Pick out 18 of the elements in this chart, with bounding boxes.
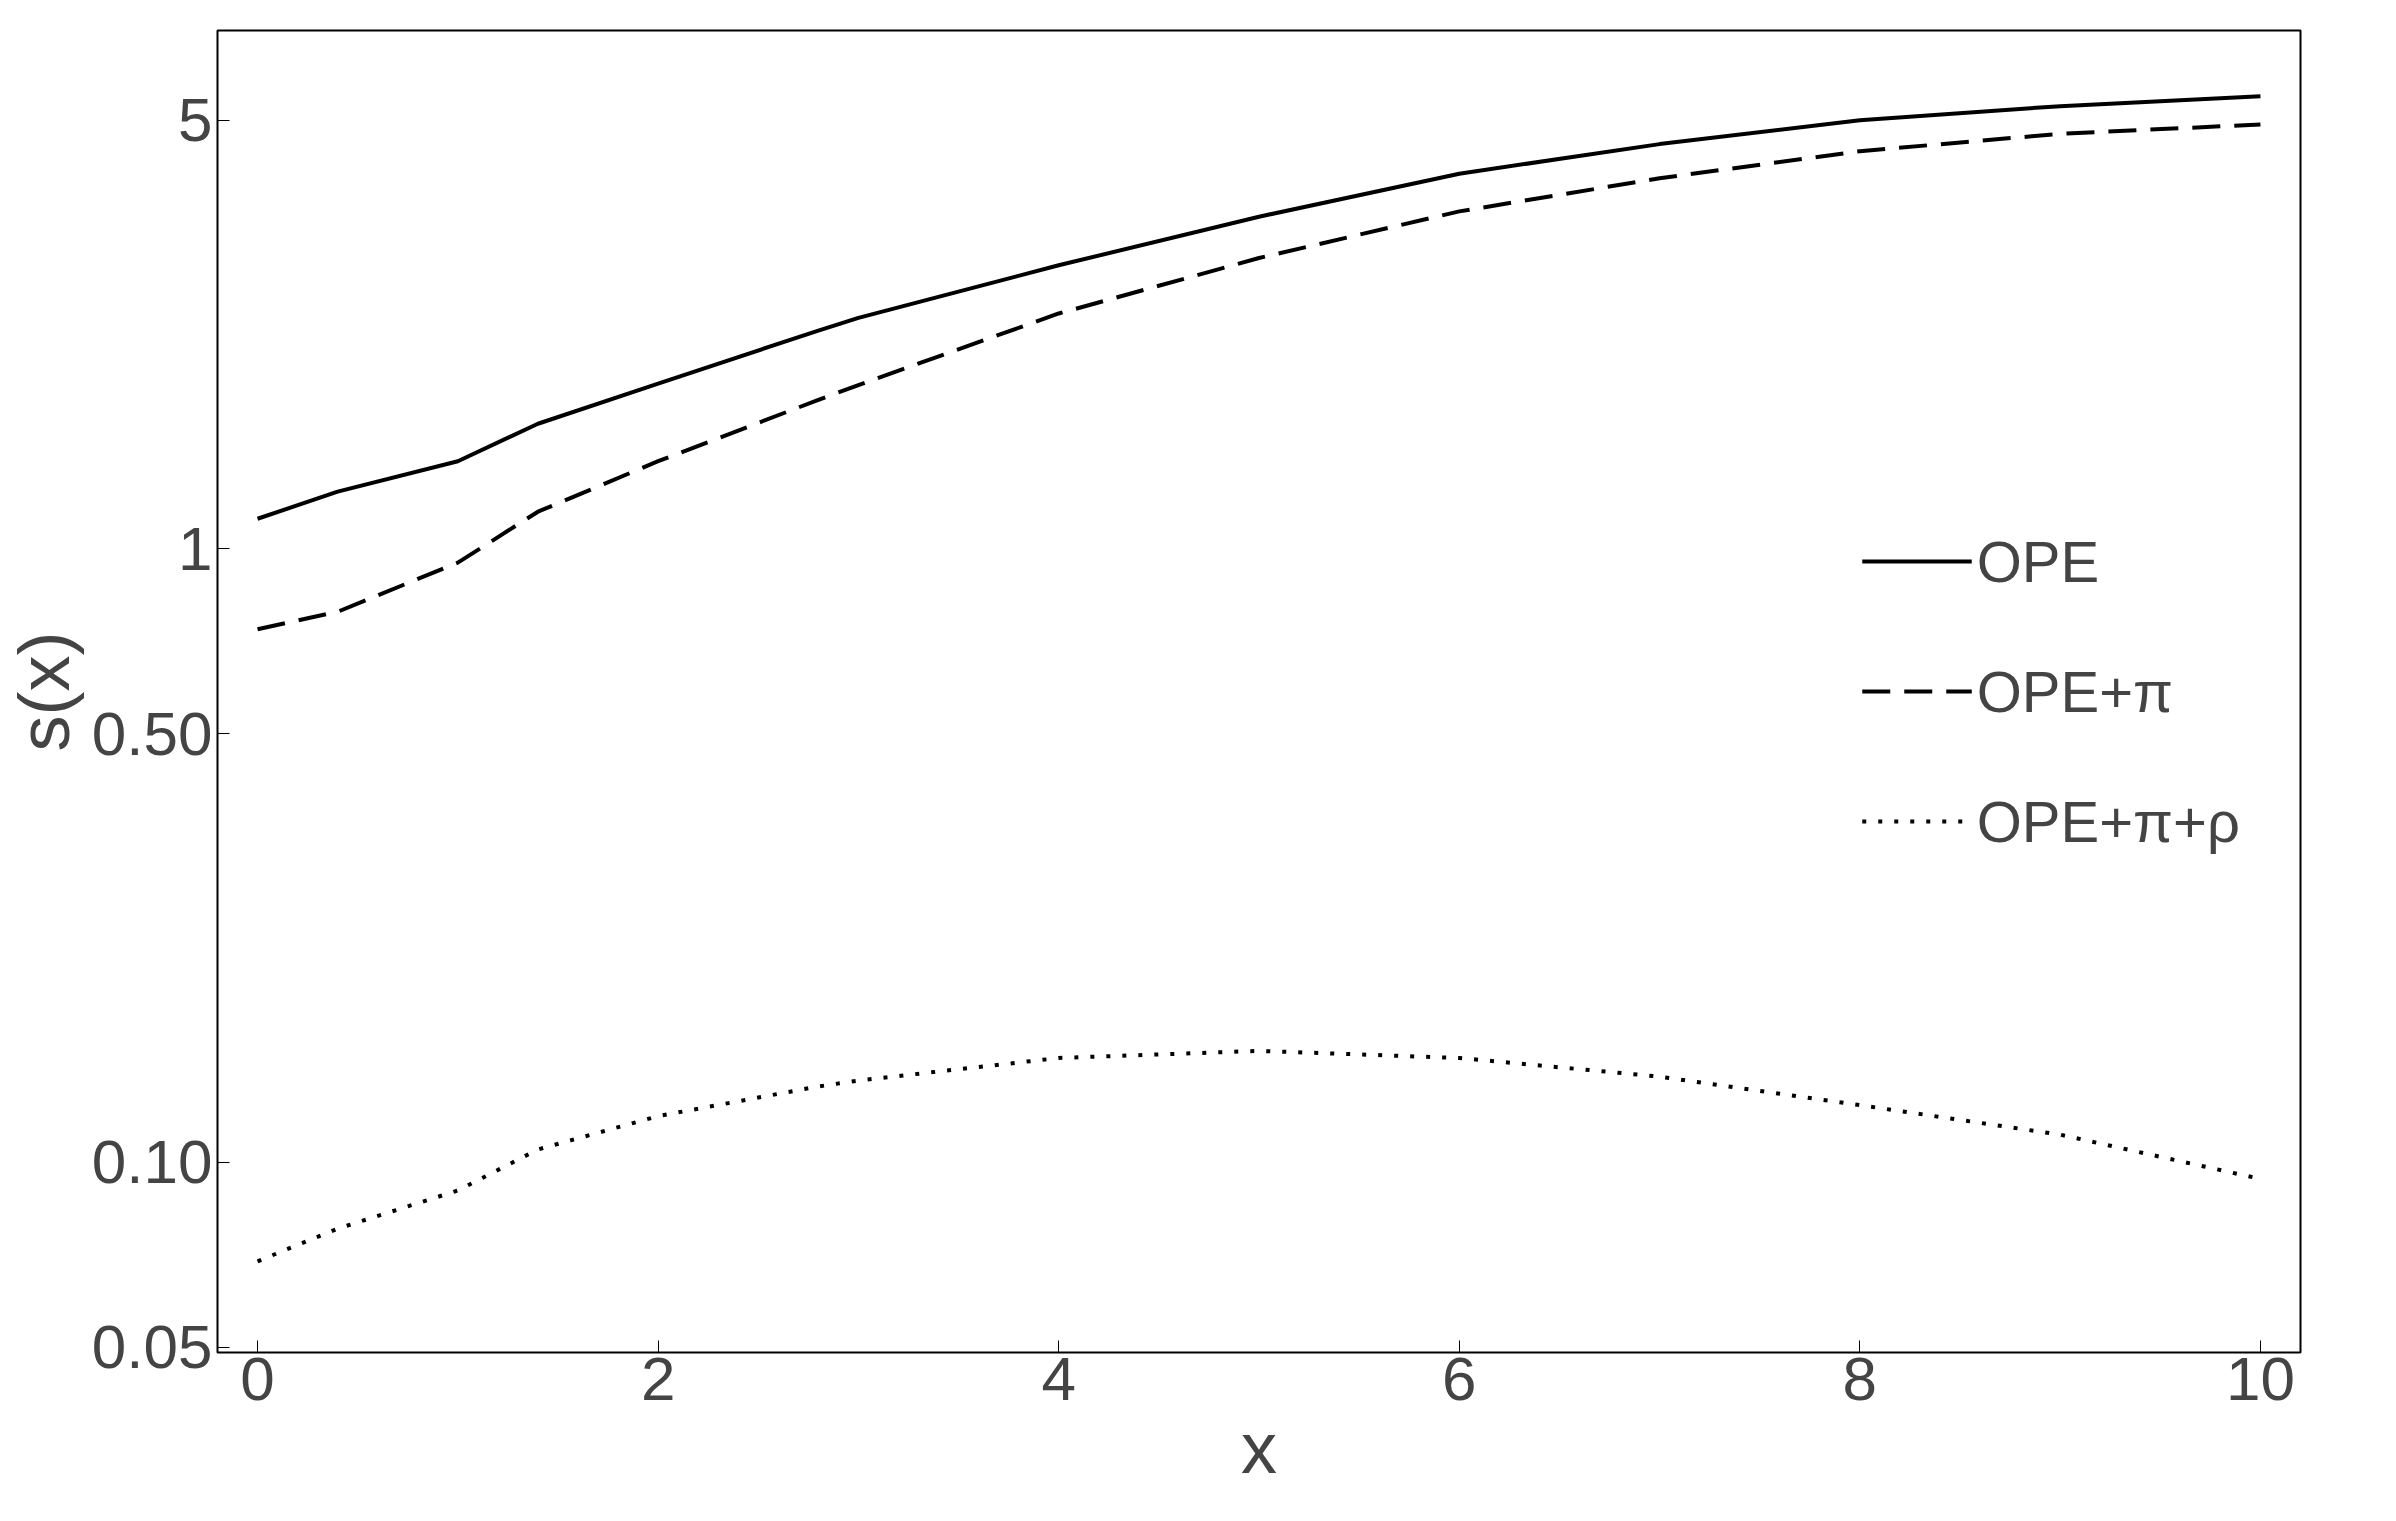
line-series (255, 94, 2263, 521)
y-axis-title: s(x) (3, 631, 84, 752)
y-tick-label: 0.50 (91, 698, 213, 768)
x-tick-label: 0 (240, 1343, 275, 1413)
legend-label: OPE (1976, 527, 2100, 596)
legend-label: OPE+π (1976, 657, 2174, 726)
y-tick-label: 5 (178, 85, 213, 155)
y-tick-label: 1 (178, 513, 213, 583)
x-tick-label: 8 (1842, 1343, 1878, 1413)
line-series (255, 122, 2263, 632)
x-tick-label: 6 (1442, 1343, 1477, 1413)
x-tick-label: 4 (1041, 1343, 1076, 1413)
y-tick-label: 0.05 (91, 1312, 213, 1382)
x-tick-label: 2 (640, 1343, 676, 1413)
y-tick-label: 0.10 (91, 1127, 213, 1197)
x-tick-label: 10 (2225, 1343, 2295, 1413)
legend-label: OPE+π+ρ (1976, 787, 2240, 856)
x-axis-title: x (1241, 1407, 1277, 1488)
